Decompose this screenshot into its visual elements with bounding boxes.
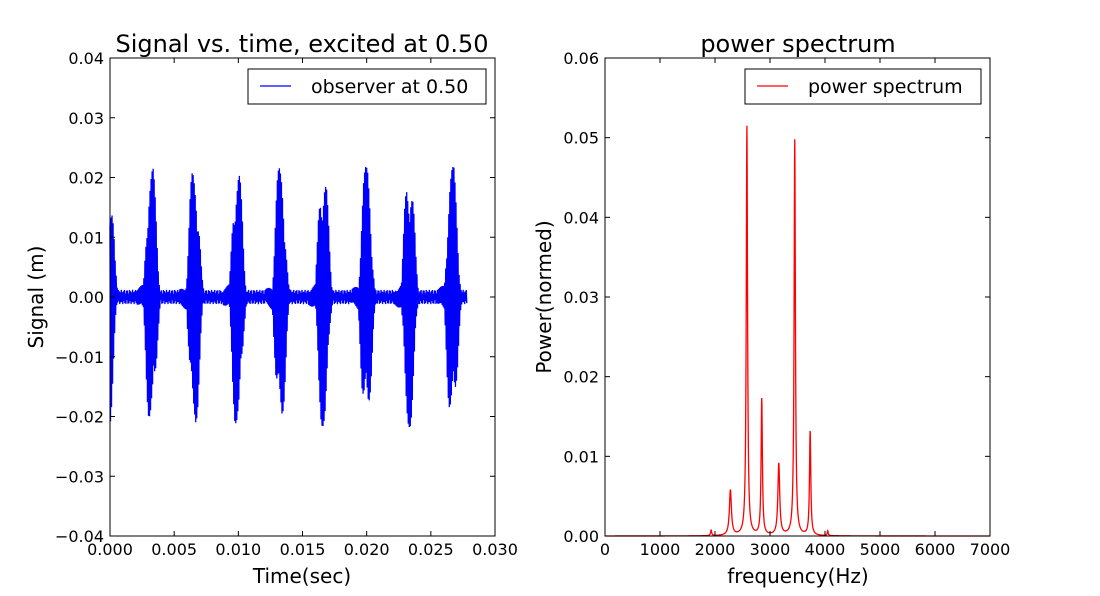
spectrum-chart-title: power spectrum [700,30,895,58]
1-x-tick-label: 4000 [805,540,846,559]
1-x-tick-label: 2000 [695,540,736,559]
signal-y-axis-label: Signal (m) [24,246,48,349]
1-y-tick-label: 0.05 [563,129,599,148]
0-y-tick-label: −0.04 [55,527,104,546]
0-x-tick-label: 0.010 [215,540,261,559]
1-x-tick-label: 6000 [915,540,956,559]
1-y-tick-label: 0.03 [563,288,599,307]
spectrum-x-axis-label: frequency(Hz) [727,564,868,588]
1-y-tick-label: 0.04 [563,208,599,227]
signal-panel: Signal vs. time, excited at 0.50 0.000 0.… [24,30,518,588]
spectrum-y-axis-label: Power(normed) [532,220,556,373]
1-y-tick-label: 0.02 [563,368,599,387]
1-y-tick-label: 0.06 [563,49,599,68]
0-x-tick-label: 0.030 [472,540,518,559]
spectrum-legend: power spectrum [744,68,982,105]
1-x-tick-label: 0 [600,540,610,559]
1-y-tick-label: 0.01 [563,447,599,466]
0-x-tick-label: 0.025 [408,540,454,559]
0-y-tick-label: 0.01 [68,228,104,247]
1-x-tick-label: 3000 [750,540,791,559]
0-y-tick-label: 0.00 [68,288,104,307]
spectrum-legend-label: power spectrum [808,76,963,98]
signal-series-line [109,166,468,428]
signal-legend: observer at 0.50 [247,68,487,105]
1-x-tick-label: 7000 [970,540,1011,559]
spectrum-axis-ticks: 0 1000 2000 3000 4000 5000 6000 7000 0.00 0.01 0.0… [563,49,1010,559]
0-y-tick-label: −0.02 [55,408,104,427]
0-y-tick-label: 0.04 [68,49,104,68]
0-y-tick-label: 0.03 [68,109,104,128]
signal-chart-title: Signal vs. time, excited at 0.50 [115,30,488,58]
1-x-tick-label: 1000 [640,540,681,559]
0-x-tick-label: 0.000 [87,540,133,559]
spectrum-panel: power spectrum 0 1000 2000 3000 4000 5000 6000… [532,30,1010,588]
0-x-tick-label: 0.005 [151,540,197,559]
signal-legend-label: observer at 0.50 [311,76,468,98]
1-x-tick-label: 5000 [860,540,901,559]
0-x-tick-label: 0.015 [280,540,326,559]
1-y-tick-label: 0.00 [563,527,599,546]
0-x-tick-label: 0.020 [344,540,390,559]
signal-axis-ticks: 0.000 0.005 0.010 0.015 0.020 0.025 0.030 −0.04… [55,49,518,559]
0-y-tick-label: −0.01 [55,348,104,367]
0-y-tick-label: −0.03 [55,467,104,486]
signal-plot-area [109,166,468,428]
signal-x-axis-label: Time(sec) [252,564,351,588]
0-y-tick-label: 0.02 [68,169,104,188]
